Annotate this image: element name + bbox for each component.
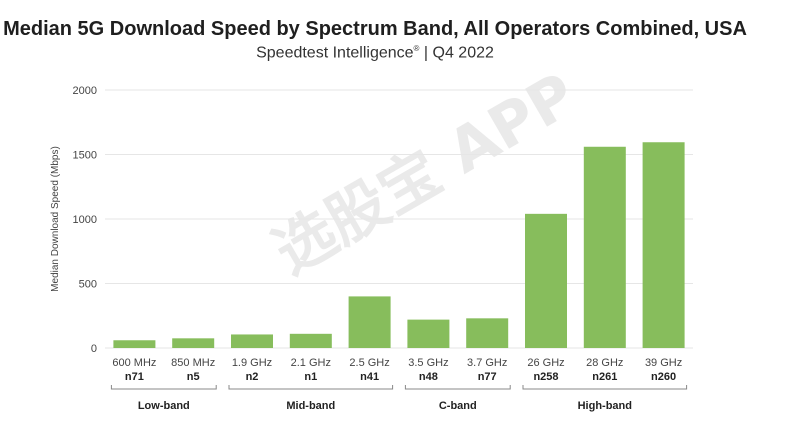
bar	[348, 296, 391, 348]
bar	[583, 146, 626, 348]
x-tick-label: 1.9 GHz	[232, 357, 272, 369]
group-bracket	[228, 385, 394, 390]
bar	[642, 142, 685, 348]
band-label: n258	[533, 371, 558, 383]
bar	[525, 213, 567, 348]
y-tick-label: 0	[91, 343, 97, 355]
bar	[407, 319, 450, 348]
x-tick-label: 600 MHz	[112, 357, 156, 369]
y-tick-label: 1500	[73, 150, 97, 162]
chart-subtitle: Speedtest Intelligence® | Q4 2022	[0, 44, 750, 62]
y-tick-label: 1000	[73, 214, 97, 226]
band-label: n48	[419, 371, 438, 383]
bar	[231, 334, 273, 348]
registered-mark: ®	[413, 44, 420, 53]
band-label: n1	[304, 371, 317, 383]
band-label: n41	[360, 371, 379, 383]
band-label: n77	[478, 371, 497, 383]
chart-title: Median 5G Download Speed by Spectrum Ban…	[3, 18, 747, 40]
bar	[289, 333, 332, 348]
x-tick-label: 39 GHz	[645, 357, 682, 369]
bar	[172, 338, 215, 348]
bar	[113, 340, 156, 348]
x-tick-label: 850 MHz	[171, 357, 215, 369]
group-label: Low-band	[138, 400, 190, 412]
y-tick-label: 2000	[73, 85, 97, 97]
x-tick-label: 28 GHz	[586, 357, 623, 369]
y-axis-title: Median Download Speed (Mbps)	[50, 146, 61, 292]
group-label: Mid-band	[286, 400, 335, 412]
group-label: C-band	[439, 400, 477, 412]
band-label: n260	[651, 371, 676, 383]
x-tick-label: 3.5 GHz	[408, 357, 448, 369]
group-label: High-band	[578, 400, 632, 412]
band-label: n2	[246, 371, 259, 383]
x-tick-label: 2.5 GHz	[349, 357, 389, 369]
band-label: n71	[125, 371, 144, 383]
bar	[466, 318, 509, 348]
x-tick-label: 3.7 GHz	[467, 357, 507, 369]
subtitle-source: Speedtest Intelligence	[256, 44, 414, 62]
y-tick-label: 500	[79, 279, 97, 291]
subtitle-period: | Q4 2022	[423, 44, 494, 62]
group-bracket	[404, 385, 511, 390]
x-tick-label: 2.1 GHz	[291, 357, 331, 369]
group-bracket	[110, 385, 217, 390]
band-label: n5	[187, 371, 200, 383]
group-bracket	[522, 385, 688, 390]
band-label: n261	[592, 371, 617, 383]
x-tick-label: 26 GHz	[527, 357, 564, 369]
